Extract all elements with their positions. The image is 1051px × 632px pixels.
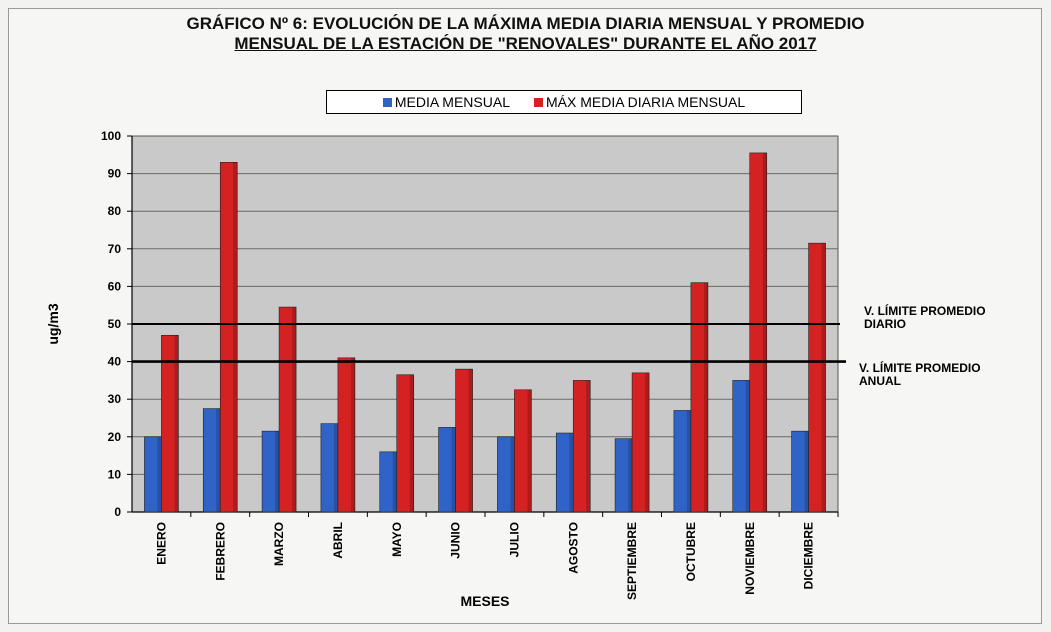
reference-label-daily-line1: V. LÍMITE PROMEDIO bbox=[864, 304, 986, 318]
bar-max-media-diaria bbox=[631, 372, 650, 513]
y-axis-title: ug/m3 bbox=[45, 303, 61, 344]
y-tick-label: 0 bbox=[114, 505, 121, 519]
bar-shade bbox=[350, 357, 355, 512]
bar-max-media-diaria bbox=[572, 380, 591, 513]
bar-shade bbox=[686, 410, 691, 512]
y-tick-label: 100 bbox=[101, 129, 121, 143]
reference-label-annual-line1: V. LÍMITE PROMEDIO bbox=[859, 361, 981, 375]
bar-shade bbox=[233, 162, 238, 512]
y-tick-label: 60 bbox=[108, 279, 122, 293]
bar-max-media-diaria bbox=[455, 368, 473, 513]
reference-label-annual: V. LÍMITE PROMEDIO ANUAL bbox=[859, 362, 1039, 388]
bar-shade bbox=[157, 436, 162, 512]
y-tick-label: 90 bbox=[108, 167, 122, 181]
bar-shade bbox=[821, 243, 826, 512]
bar-shade bbox=[216, 408, 221, 512]
legend-label: MÁX MEDIA DIARIA MENSUAL bbox=[545, 94, 746, 110]
reference-label-annual-line2: ANUAL bbox=[859, 374, 901, 388]
legend-label: MEDIA MENSUAL bbox=[394, 94, 510, 110]
y-tick-label: 80 bbox=[108, 204, 122, 218]
month-label: ABRIL bbox=[331, 522, 345, 559]
bar-max-media-diaria bbox=[396, 374, 415, 513]
bar-shade bbox=[703, 282, 708, 512]
bar-max-media-diaria bbox=[219, 162, 238, 513]
x-axis-title: MESES bbox=[460, 593, 509, 609]
bar-shade bbox=[468, 369, 473, 512]
month-label: DICIEMBRE bbox=[802, 522, 816, 589]
month-label: OCTUBRE bbox=[684, 522, 698, 581]
bar-shade bbox=[275, 431, 280, 512]
bar-shade bbox=[409, 374, 414, 512]
reference-label-daily: V. LÍMITE PROMEDIO DIARIO bbox=[864, 305, 1044, 331]
bar-shade bbox=[174, 335, 179, 512]
month-label: MARZO bbox=[272, 522, 286, 566]
bar-shade bbox=[451, 427, 456, 512]
bar-shade bbox=[762, 152, 767, 513]
month-label: ENERO bbox=[154, 522, 168, 565]
bar-max-media-diaria bbox=[337, 357, 356, 513]
legend-swatch bbox=[382, 97, 392, 107]
title-line-1: GRÁFICO Nº 6: EVOLUCIÓN DE LA MÁXIMA MED… bbox=[186, 14, 865, 33]
bar-shade bbox=[333, 423, 338, 512]
bar-shade bbox=[569, 433, 574, 512]
y-tick-label: 20 bbox=[108, 430, 122, 444]
bar-max-media-diaria bbox=[161, 334, 179, 513]
month-label: NOVIEMBRE bbox=[743, 522, 757, 595]
legend-item-max-media-diaria: MÁX MEDIA DIARIA MENSUAL bbox=[533, 94, 746, 110]
bar-max-media-diaria bbox=[749, 152, 768, 513]
y-tick-label: 40 bbox=[108, 355, 122, 369]
bar-shade bbox=[510, 436, 515, 512]
month-label: AGOSTO bbox=[566, 522, 580, 574]
reference-label-daily-line2: DIARIO bbox=[864, 317, 906, 331]
title-line-2: MENSUAL DE LA ESTACIÓN DE "RENOVALES" DU… bbox=[234, 34, 817, 53]
legend-swatch bbox=[533, 97, 543, 107]
bar-max-media-diaria bbox=[690, 282, 709, 513]
month-label: SEPTIEMBRE bbox=[625, 522, 639, 600]
month-label: MAYO bbox=[390, 522, 404, 557]
bar-max-media-diaria bbox=[278, 306, 297, 513]
bar-shade bbox=[628, 438, 633, 512]
bar-max-media-diaria bbox=[808, 242, 826, 513]
month-label: JUNIO bbox=[449, 522, 463, 559]
bar-max-media-diaria bbox=[514, 389, 532, 513]
bar-shade bbox=[527, 389, 532, 512]
y-tick-label: 50 bbox=[108, 317, 122, 331]
month-label: JULIO bbox=[507, 522, 521, 557]
bar-shade bbox=[292, 307, 297, 512]
bar-shade bbox=[586, 380, 591, 512]
bar-shade bbox=[645, 372, 650, 512]
y-tick-label: 30 bbox=[108, 392, 122, 406]
month-label: FEBRERO bbox=[213, 522, 227, 581]
y-tick-label: 70 bbox=[108, 242, 122, 256]
bar-shade bbox=[392, 451, 397, 512]
bar-shade bbox=[804, 431, 809, 512]
legend-item-media-mensual: MEDIA MENSUAL bbox=[382, 94, 510, 110]
y-tick-label: 10 bbox=[108, 467, 122, 481]
chart-title: GRÁFICO Nº 6: EVOLUCIÓN DE LA MÁXIMA MED… bbox=[0, 14, 1051, 54]
bar-shade bbox=[745, 380, 750, 512]
chart-legend: MEDIA MENSUAL MÁX MEDIA DIARIA MENSUAL bbox=[326, 90, 802, 114]
